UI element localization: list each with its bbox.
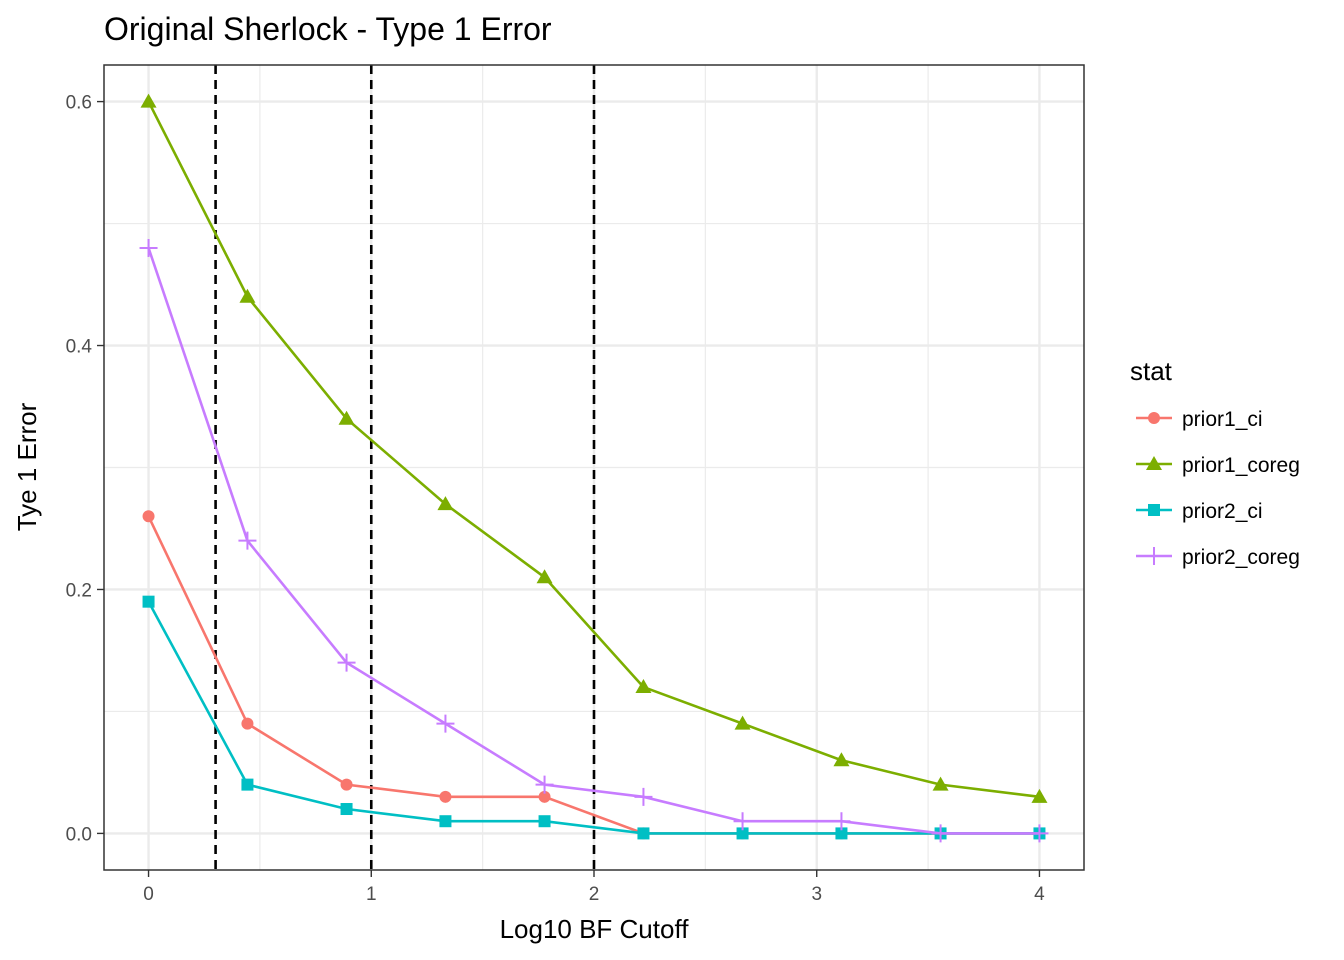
legend-label-prior1_ci: prior1_ci [1182,408,1263,431]
x-tick-label: 1 [366,884,377,905]
legend-title: stat [1130,356,1173,386]
point-prior1_ci [241,717,254,730]
point-prior2_ci [340,803,353,816]
point-prior2_ci [439,815,452,828]
point-prior2_ci [835,827,848,840]
point-prior1_ci [142,510,155,523]
y-axis-title: Tye 1 Error [12,402,42,531]
point-prior2_coreg [436,714,455,733]
point-prior2_coreg [733,812,752,831]
series-line-prior1_coreg [147,101,1040,799]
point-prior1_coreg [338,410,355,425]
point-prior2_coreg [535,775,554,794]
legend-label-prior2_coreg: prior2_coreg [1182,546,1300,569]
x-axis-title: Log10 BF Cutoff [500,914,690,944]
y-tick-label: 0.6 [66,93,92,114]
point-prior1_ci [439,790,452,803]
series-line-prior2_ci [147,601,1040,835]
y-tick-label: 0.4 [66,337,93,358]
legend-label-prior1_coreg: prior1_coreg [1182,454,1300,477]
point-prior1_coreg [536,569,553,584]
point-prior1_coreg [1031,788,1048,803]
legend-label-prior2_ci: prior2_ci [1182,500,1263,523]
legend-key-marker-prior2_ci [1148,504,1160,516]
y-tick-label: 0.2 [66,580,92,601]
point-prior2_ci [637,827,650,840]
x-axis: 0 1 2 3 4 [143,870,1045,905]
point-prior1_coreg [140,93,157,108]
point-prior1_ci [538,790,551,803]
point-prior2_ci [241,778,254,791]
chart-title: Original Sherlock - Type 1 Error [104,11,552,47]
point-prior2_coreg [139,238,158,257]
series-layer [139,93,1049,843]
point-prior2_ci [736,827,749,840]
point-prior1_coreg [734,715,751,730]
point-prior2_coreg [337,653,356,672]
point-prior1_coreg [635,679,652,694]
x-tick-label: 3 [811,884,822,905]
x-tick-label: 2 [589,884,600,905]
point-prior2_coreg [931,824,950,843]
x-tick-label: 4 [1034,884,1045,905]
x-tick-label: 0 [143,884,154,905]
point-prior2_coreg [634,787,653,806]
legend: stat prior1_ci prior1_coreg prior2_ciprior… [1130,356,1300,569]
point-prior1_coreg [932,776,949,791]
point-prior1_ci [340,778,353,791]
point-prior2_coreg [238,531,257,550]
y-axis: 0.0 0.2 0.4 0.6 [66,93,104,845]
point-prior2_ci [538,815,551,828]
point-prior1_coreg [833,752,850,767]
point-prior2_coreg [832,812,851,831]
point-prior2_ci [142,595,155,608]
legend-key-marker-prior1_ci [1148,412,1160,424]
point-prior1_coreg [239,288,256,303]
y-tick-label: 0.0 [66,824,92,845]
series-line-prior2_coreg [147,247,1040,835]
legend-key-marker-prior2_coreg [1145,547,1163,565]
point-prior2_coreg [1030,824,1049,843]
legend-key-marker-prior1_coreg [1146,456,1162,470]
point-prior1_coreg [437,496,454,511]
